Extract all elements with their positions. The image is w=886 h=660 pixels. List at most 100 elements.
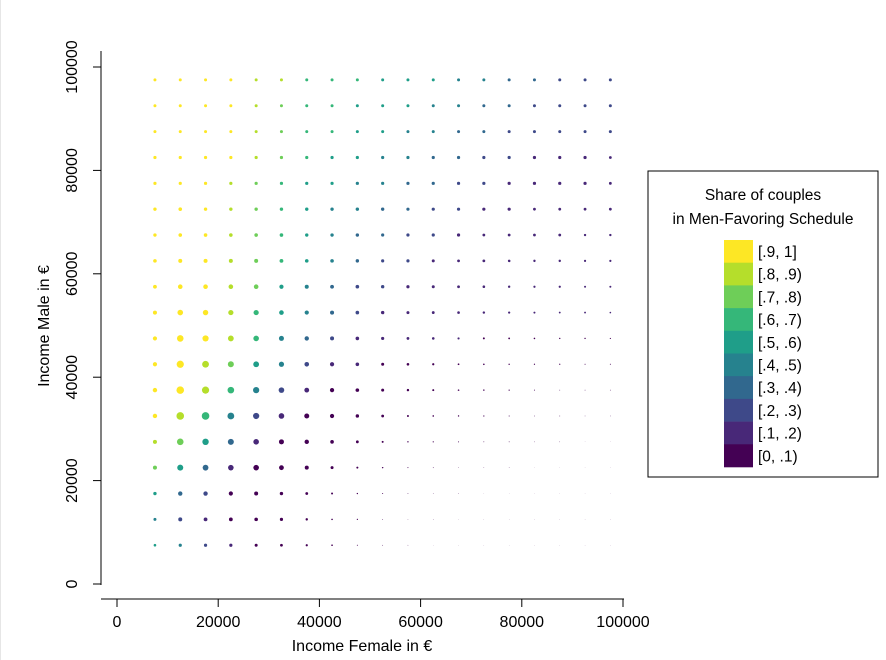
scatter-point (558, 181, 562, 185)
scatter-point (356, 544, 358, 546)
scatter-point (532, 104, 536, 108)
scatter-point (380, 285, 385, 289)
scatter-point (203, 181, 208, 185)
scatter-point (229, 130, 233, 134)
legend-swatch (724, 398, 753, 422)
legend-swatch (724, 421, 753, 445)
scatter-point (532, 181, 537, 185)
scatter-point (228, 284, 234, 290)
scatter-point (279, 310, 284, 315)
scatter-point (152, 413, 158, 419)
scatter-point (456, 207, 461, 211)
scatter-point (253, 387, 260, 394)
scatter-point (608, 181, 612, 185)
scatter-point (609, 363, 611, 365)
scatter-point (381, 440, 384, 443)
scatter-point (508, 337, 511, 340)
x-tick-label: 40000 (297, 614, 342, 631)
scatter-point (432, 389, 435, 392)
scatter-point (508, 389, 510, 391)
scatter-point (381, 336, 385, 341)
legend-label: [.6, .7) (758, 312, 802, 329)
scatter-point (254, 207, 258, 211)
scatter-point (431, 130, 435, 134)
scatter-point (153, 104, 157, 108)
scatter-point (457, 104, 461, 108)
scatter-point (254, 543, 258, 547)
scatter-point (406, 388, 410, 392)
scatter-point (176, 360, 184, 368)
scatter-point (202, 464, 209, 471)
scatter-point (381, 233, 385, 237)
scatter-point (483, 415, 485, 417)
scatter-point (153, 233, 157, 237)
scatter-point (381, 104, 385, 108)
scatter-point (355, 259, 360, 263)
scatter-point (407, 493, 409, 494)
scatter-point (355, 130, 359, 134)
scatter-point (201, 386, 210, 394)
scatter-point (228, 309, 234, 316)
scatter-point (204, 104, 208, 108)
legend-label: [.5, .6) (758, 335, 802, 352)
scatter-point (279, 517, 284, 521)
legend-label: [.4, .5) (758, 358, 802, 375)
scatter-point (355, 362, 360, 367)
scatter-point (330, 310, 335, 315)
scatter-point (406, 130, 410, 134)
scatter-point (177, 309, 184, 316)
scatter-point (608, 207, 612, 211)
scatter-point (584, 363, 586, 365)
scatter-point (176, 335, 184, 342)
scatter-point (279, 78, 283, 82)
scatter-point (533, 233, 536, 237)
scatter-point (407, 544, 409, 546)
scatter-point (583, 130, 587, 134)
scatter-point (279, 258, 284, 263)
scatter-point (355, 414, 360, 418)
scatter-point (229, 181, 233, 185)
scatter-point (355, 233, 360, 237)
scatter-point (229, 155, 233, 160)
scatter-point (507, 233, 511, 237)
scatter-point (355, 181, 359, 185)
scatter-point (305, 78, 309, 82)
scatter-point (381, 78, 385, 82)
scatter-point (254, 130, 258, 134)
scatter-point (330, 440, 334, 444)
scatter-point (304, 465, 309, 470)
scatter-point (176, 386, 185, 394)
scatter-point (305, 233, 309, 237)
scatter-point (407, 441, 409, 443)
scatter-point (152, 362, 158, 367)
scatter-point (406, 337, 410, 340)
scatter-point (583, 78, 587, 82)
legend-swatch (724, 444, 753, 468)
scatter-point (558, 233, 562, 237)
x-tick-label: 60000 (398, 614, 443, 631)
scatter-point (331, 518, 333, 521)
scatter-point (482, 155, 486, 160)
scatter-point (254, 233, 258, 237)
scatter-point (507, 104, 511, 108)
scatter-point (254, 491, 259, 496)
scatter-point (254, 104, 258, 108)
scatter-point (355, 284, 360, 289)
scatter-point (559, 389, 561, 391)
scatter-point (457, 285, 460, 289)
scatter-point (457, 311, 460, 314)
scatter-point (458, 467, 459, 468)
scatter-point (279, 491, 284, 496)
scatter-point (227, 438, 234, 445)
scatter-point (610, 415, 611, 417)
scatter-point (532, 155, 537, 160)
scatter-point (330, 336, 335, 341)
scatter-point (482, 285, 486, 289)
scatter-point (407, 519, 409, 520)
scatter-point (508, 441, 510, 443)
scatter-point (204, 130, 208, 134)
scatter-point (153, 259, 157, 263)
scatter-point (176, 412, 185, 420)
scatter-point (406, 207, 410, 211)
